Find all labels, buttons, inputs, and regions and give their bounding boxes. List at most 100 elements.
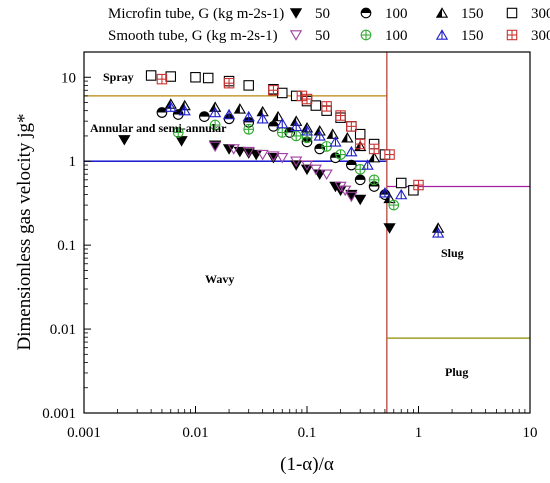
x-axis-label: (1-α)/α <box>280 454 334 475</box>
data-point <box>395 177 407 189</box>
legend-row-0: Microfin tube, G (kg m-2s-1) 50 100 150 300 <box>108 6 550 22</box>
legend-entry-label: 100 <box>385 28 408 44</box>
data-point <box>413 179 424 191</box>
series-5 <box>172 119 400 211</box>
data-point <box>326 128 339 139</box>
data-point <box>256 113 269 124</box>
data-point <box>300 125 314 136</box>
data-point <box>276 153 289 164</box>
data-point <box>156 73 168 85</box>
data-point <box>276 117 289 129</box>
data-point <box>290 120 303 132</box>
region-label: Spray <box>103 70 134 84</box>
data-point <box>118 135 131 146</box>
legend-marker <box>289 8 303 19</box>
data-point <box>368 174 380 186</box>
data-point <box>233 146 247 158</box>
data-point <box>243 80 254 91</box>
data-point <box>388 199 400 211</box>
data-point <box>383 223 396 234</box>
data-point <box>277 87 288 99</box>
data-point <box>329 136 342 147</box>
data-point <box>361 159 374 170</box>
data-point <box>165 71 177 82</box>
legend-marker <box>360 29 372 41</box>
data-point <box>164 101 177 112</box>
region-label: Plug <box>445 365 468 379</box>
data-point <box>156 107 168 118</box>
y-tick-label: 1 <box>69 154 77 170</box>
x-tick-label: 0.01 <box>182 425 208 441</box>
data-point <box>256 149 269 161</box>
x-tick-label: 0.1 <box>298 425 317 441</box>
series-4 <box>208 141 358 203</box>
data-point <box>267 151 280 162</box>
data-point <box>233 103 247 114</box>
data-point <box>222 108 236 120</box>
legend-marker <box>360 7 372 19</box>
legend-row-label: Smooth tube, G (kg m-2s-1) <box>108 28 278 44</box>
data-point <box>378 187 392 198</box>
legend-row-1: Smooth tube, G (kg m-2s-1) 50 100 150 300 <box>108 28 550 44</box>
data-point <box>354 128 366 140</box>
data-point <box>346 121 357 132</box>
data-point <box>208 106 222 118</box>
data-point <box>384 149 395 160</box>
data-point <box>354 194 367 206</box>
x-tick-label: 1 <box>415 425 423 441</box>
data-point <box>268 85 279 96</box>
legend-marker <box>435 7 449 18</box>
data-point <box>209 119 221 131</box>
series-7 <box>156 73 424 191</box>
data-point <box>310 100 322 111</box>
legend-marker <box>435 29 449 40</box>
data-point <box>354 138 366 150</box>
series-6 <box>164 101 445 238</box>
data-point <box>300 160 314 171</box>
data-point <box>345 145 358 157</box>
y-axis-label: Dimensionless gas velocity jg* <box>14 114 35 351</box>
legend-marker <box>506 29 518 41</box>
data-point <box>354 174 366 186</box>
data-point <box>301 93 313 105</box>
legend-entry-label: 150 <box>461 28 484 44</box>
data-point <box>227 144 240 155</box>
data-point <box>431 227 445 238</box>
legend-entry-label: 50 <box>315 28 330 44</box>
y-tick-label: 0.001 <box>42 406 76 422</box>
region-label: Wavy <box>205 272 234 286</box>
data-point <box>339 185 352 197</box>
data-point <box>335 149 346 160</box>
data-point <box>276 127 288 138</box>
data-point <box>334 181 347 193</box>
data-point <box>172 127 184 138</box>
data-point <box>271 110 285 122</box>
data-point <box>309 164 322 176</box>
data-point <box>208 140 222 151</box>
data-point <box>190 72 201 83</box>
data-point <box>202 72 214 84</box>
data-points <box>118 70 445 238</box>
data-point <box>345 191 358 203</box>
y-tick-label: 10 <box>61 70 76 86</box>
data-point <box>321 101 332 112</box>
x-tick-label: 10 <box>523 425 538 441</box>
legend-entry-label: 100 <box>385 6 408 22</box>
data-point <box>367 151 381 163</box>
legend-entry-label: 50 <box>315 6 330 22</box>
data-point <box>242 146 255 158</box>
y-tick-label: 0.1 <box>57 238 76 254</box>
legend: Microfin tube, G (kg m-2s-1) 50 100 150 300 S… <box>108 6 550 44</box>
y-tick-label: 0.01 <box>50 322 76 338</box>
region-label: Slug <box>441 246 464 260</box>
data-point <box>175 136 188 147</box>
data-point <box>395 188 408 200</box>
data-point <box>320 169 333 180</box>
legend-row-label: Microfin tube, G (kg m-2s-1) <box>108 6 284 22</box>
data-point <box>242 110 255 122</box>
data-point <box>368 143 380 155</box>
data-point <box>341 132 354 143</box>
data-point <box>145 70 157 81</box>
legend-entry-label: 300 <box>531 6 550 22</box>
